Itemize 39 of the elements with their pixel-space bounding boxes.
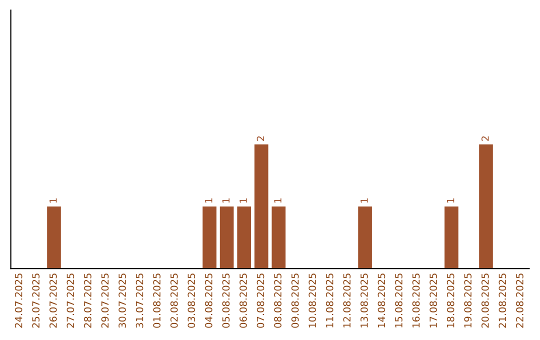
x-tick-label: 12.08.2025 — [343, 274, 351, 328]
data-label: 1 — [50, 198, 57, 203]
x-tick-label: 18.08.2025 — [446, 274, 454, 328]
data-label: 1 — [240, 198, 247, 203]
x-tick-label: 08.08.2025 — [274, 274, 282, 328]
x-tick-label: 06.08.2025 — [240, 274, 247, 328]
x-tick-label: 26.07.2025 — [49, 274, 57, 328]
x-tick-label: 14.08.2025 — [378, 274, 386, 328]
x-tick-label: 13.08.2025 — [360, 274, 368, 328]
x-tick-label: 24.07.2025 — [14, 274, 22, 328]
x-tick-label: 30.07.2025 — [118, 274, 126, 328]
x-tick-label: 04.08.2025 — [204, 274, 212, 328]
x-tick-label: 16.08.2025 — [412, 274, 420, 328]
x-tick-label: 05.08.2025 — [222, 274, 230, 328]
x-tick-label: 15.08.2025 — [395, 274, 402, 328]
x-tick-label: 01.08.2025 — [153, 274, 160, 328]
x-tick-label: 27.07.2025 — [66, 274, 74, 328]
data-label: 1 — [360, 198, 368, 203]
data-label: 1 — [274, 198, 282, 203]
x-tick-label: 28.07.2025 — [84, 274, 92, 328]
x-tick-label: 10.08.2025 — [308, 274, 316, 328]
x-tick-label: 31.07.2025 — [136, 274, 144, 328]
x-tick-label: 20.08.2025 — [481, 274, 489, 328]
x-tick-label: 19.08.2025 — [464, 274, 472, 328]
data-label: 1 — [205, 198, 212, 203]
data-label: 1 — [447, 198, 454, 203]
x-tick-label: 21.08.2025 — [498, 274, 506, 328]
x-tick-label: 07.08.2025 — [256, 274, 264, 328]
x-tick-label: 02.08.2025 — [170, 274, 178, 328]
data-label: 2 — [481, 136, 489, 141]
x-tick-label: 17.08.2025 — [430, 274, 437, 328]
x-tick-label: 29.07.2025 — [101, 274, 109, 328]
x-tick-label: 25.07.2025 — [32, 274, 40, 328]
x-tick-label: 22.08.2025 — [516, 274, 524, 328]
data-label: 1 — [222, 198, 230, 203]
x-tick-label: 09.08.2025 — [291, 274, 299, 328]
x-tick-label: 11.08.2025 — [326, 274, 334, 328]
x-tick-label: 03.08.2025 — [188, 274, 196, 328]
data-label: 2 — [256, 136, 264, 141]
